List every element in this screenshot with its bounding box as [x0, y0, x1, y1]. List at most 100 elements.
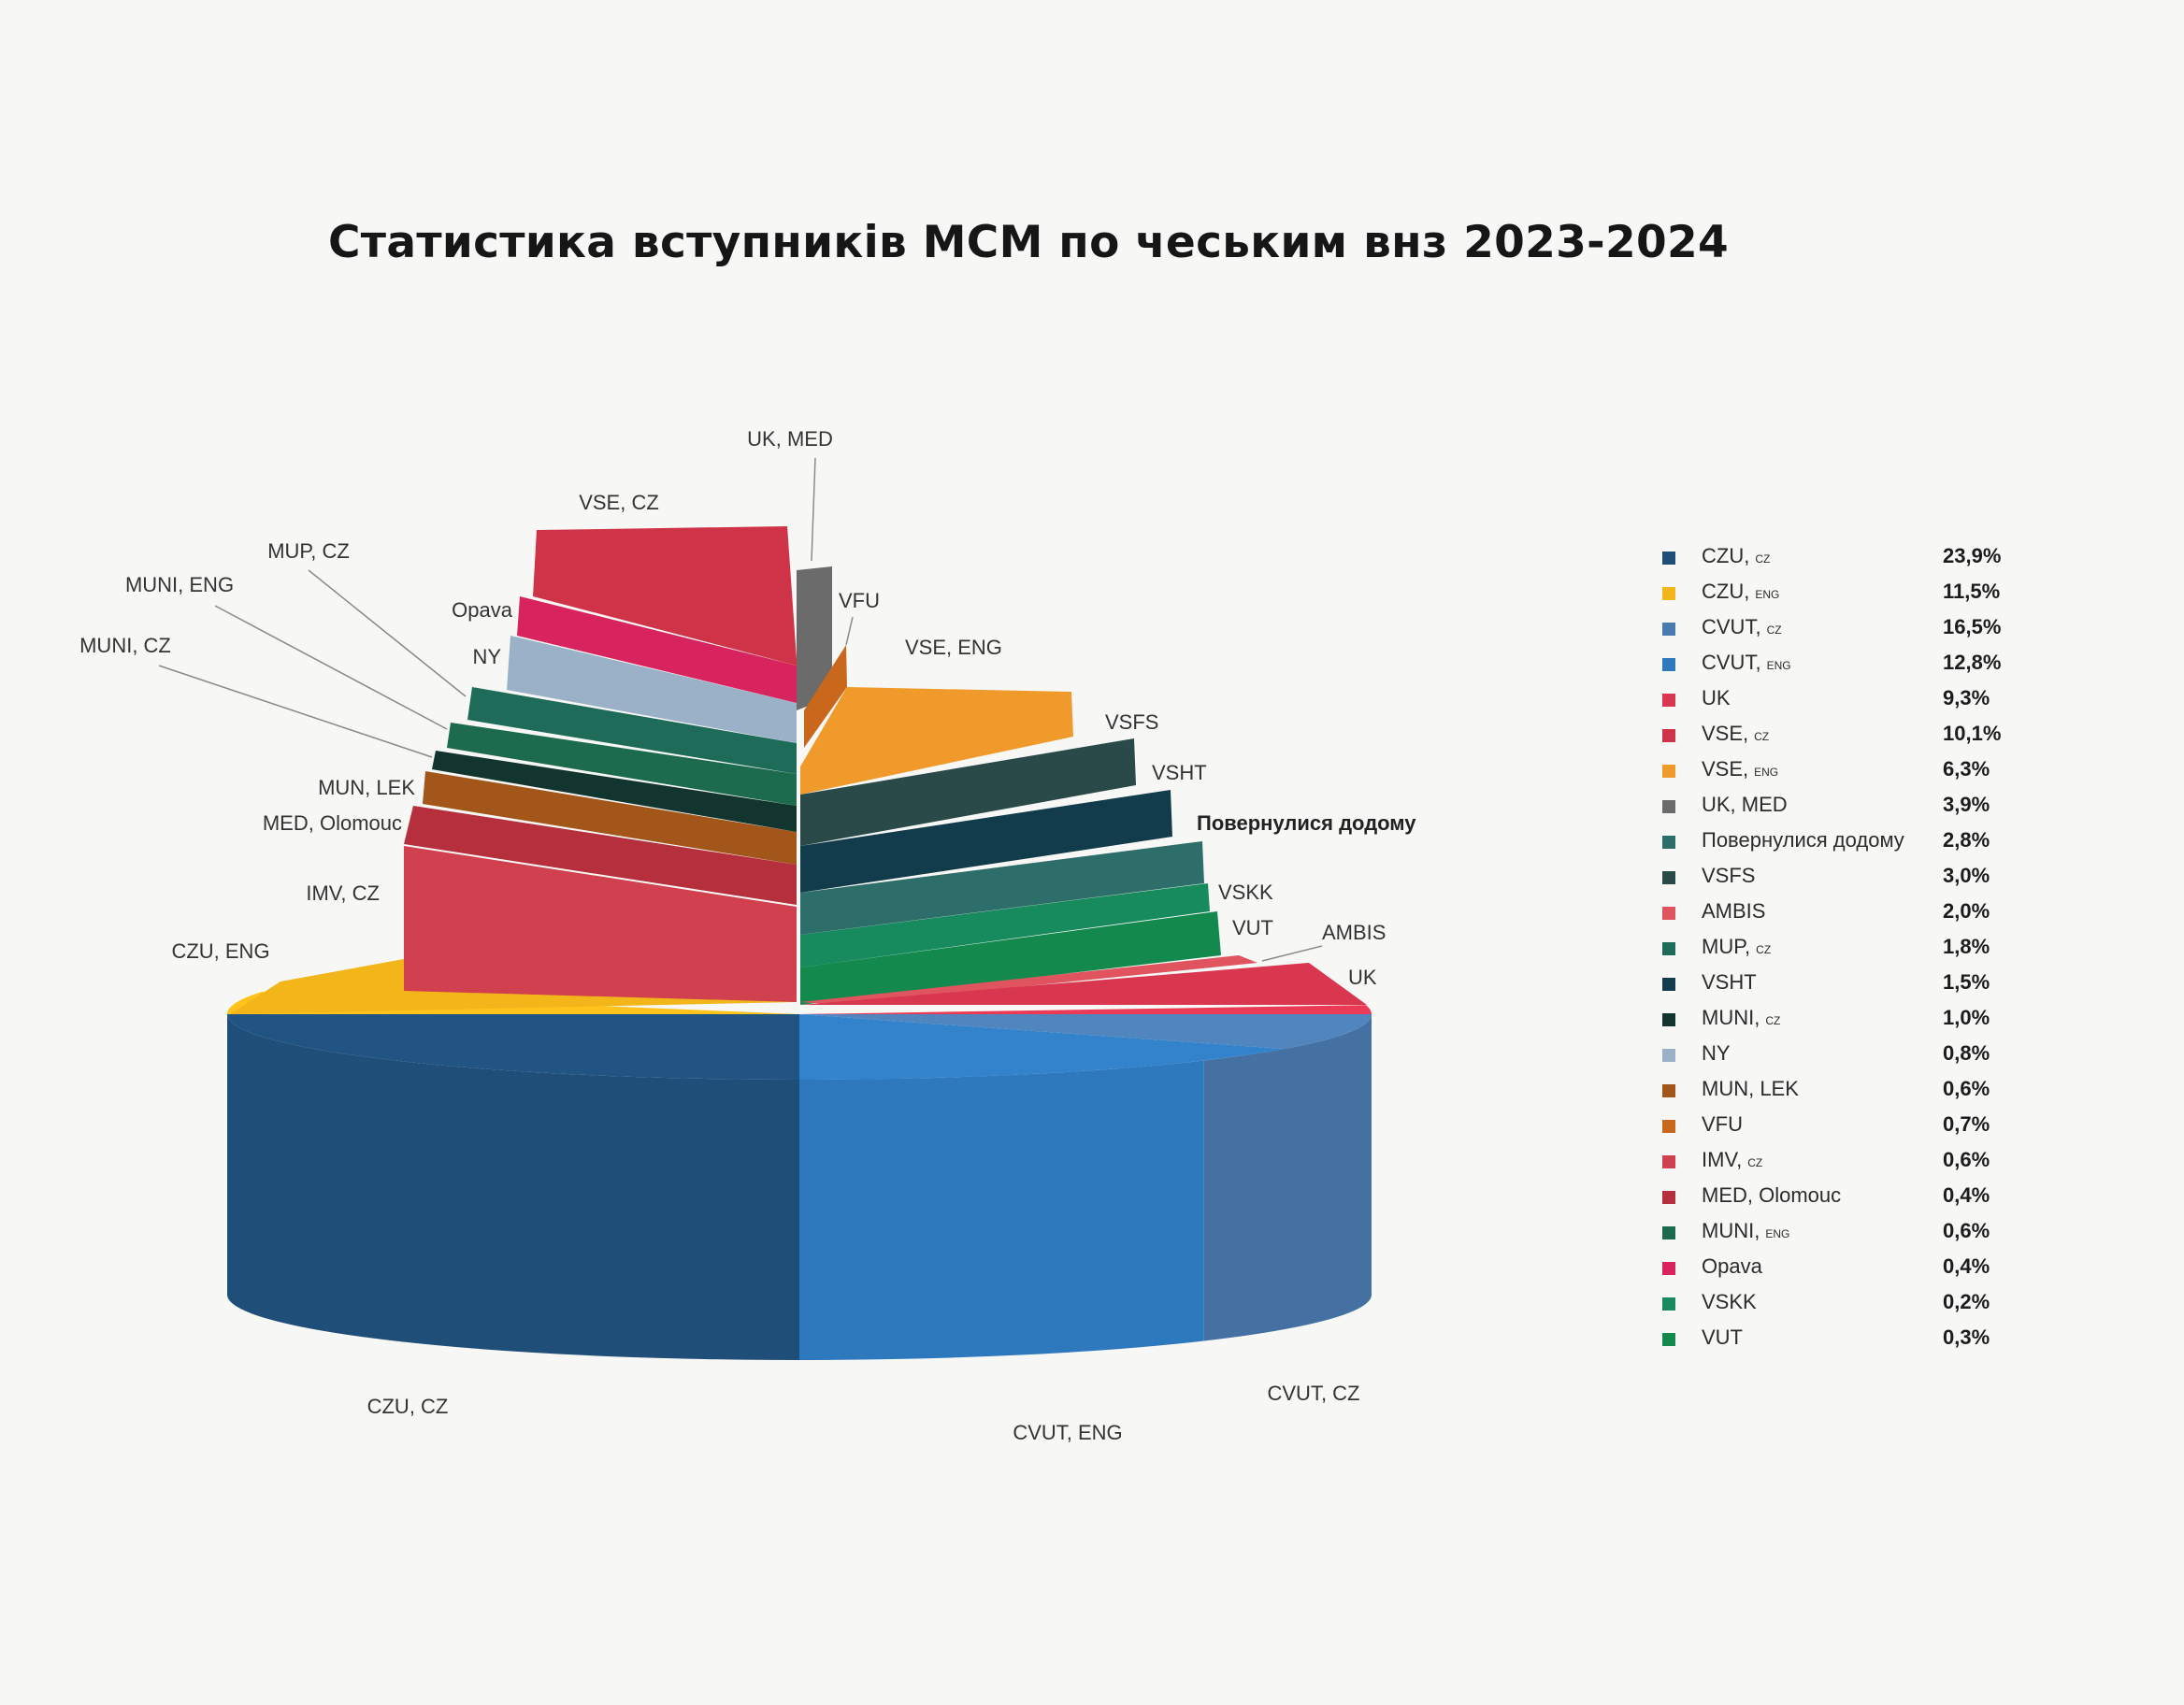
legend-value: 0,6%: [1943, 1077, 1990, 1100]
legend-label-main: CZU,: [1702, 580, 1750, 603]
legend-label: IMV, CZ: [1702, 1148, 1762, 1172]
slice-label-vskk: VSKK: [1218, 881, 1273, 904]
legend-label-suffix: ENG: [1754, 766, 1779, 779]
slice-ambis: [800, 955, 1257, 1005]
legend-swatch: [1662, 658, 1675, 671]
legend-swatch: [1662, 1226, 1675, 1239]
legend-label: MUN, LEK: [1702, 1077, 1799, 1101]
legend-label: MED, Olomouc: [1702, 1183, 1841, 1208]
slice-label-ny: NY: [472, 645, 501, 668]
legend-value: 6,3%: [1943, 757, 1990, 781]
legend-label: CVUT, ENG: [1702, 651, 1791, 675]
legend-value: 1,0%: [1943, 1006, 1990, 1029]
slice-uk: [799, 1005, 1372, 1014]
legend-swatch: [1662, 1333, 1675, 1346]
legend-label: UK, MED: [1702, 793, 1788, 817]
legend-value: 0,6%: [1943, 1219, 1990, 1242]
legend-swatch: [1662, 552, 1675, 565]
legend-value: 0,7%: [1943, 1112, 1990, 1136]
legend-value: 10,1%: [1943, 722, 2002, 745]
legend-value: 2,8%: [1943, 828, 1990, 852]
legend-item-cvut-eng: CVUT, ENG 12,8%: [1659, 649, 2051, 682]
legend-label-main: CZU,: [1702, 544, 1750, 567]
legend-value: 12,8%: [1943, 651, 2002, 674]
slice-wall-cvut-eng: [799, 1060, 1204, 1360]
slice-label-muni-cz: MUNI, CZ: [79, 634, 171, 657]
slice-label-uk-med: UK, MED: [747, 427, 833, 451]
legend-swatch: [1662, 729, 1675, 742]
legend-item-czu-cz: CZU, CZ 23,9%: [1659, 542, 2051, 576]
slice-czu-cz: [227, 1014, 799, 1080]
legend-value: 1,5%: [1943, 970, 1990, 994]
legend-label: AMBIS: [1702, 899, 1765, 924]
legend-label: VSFS: [1702, 864, 1755, 888]
slice-label-vut: VUT: [1232, 916, 1273, 939]
leader-line-muni-eng: [214, 605, 448, 730]
slice-med-olomouc: [404, 806, 797, 905]
legend-label: VFU: [1702, 1112, 1743, 1137]
legend-swatch: [1662, 1297, 1675, 1311]
slice-mun-lek: [423, 771, 797, 865]
slice-vfu: [804, 645, 847, 748]
legend-label-main: NY: [1702, 1041, 1731, 1065]
legend-label: NY: [1702, 1041, 1731, 1066]
legend-item-vskk: VSKK 0,2%: [1659, 1288, 2051, 1322]
slice-повернулися-додому: [800, 841, 1204, 935]
slice-label-czu-cz: CZU, CZ: [367, 1395, 449, 1418]
legend-item-uk: UK 9,3%: [1659, 684, 2051, 718]
legend-label-main: VSE,: [1702, 757, 1749, 781]
slice-label-повернулися-додому: Повернулися додому: [1197, 811, 1416, 835]
legend-item-muni-eng: MUNI, ENG 0,6%: [1659, 1217, 2051, 1251]
legend-item-ambis: AMBIS 2,0%: [1659, 897, 2051, 931]
legend-swatch: [1662, 694, 1675, 707]
legend-item-vsht: VSHT 1,5%: [1659, 968, 2051, 1002]
legend-label-main: VUT: [1702, 1325, 1743, 1349]
legend-swatch: [1662, 1084, 1675, 1097]
legend-value: 0,2%: [1943, 1290, 1990, 1313]
legend-swatch: [1662, 800, 1675, 813]
legend-label: MUP, CZ: [1702, 935, 1771, 959]
slice-label-vsht: VSHT: [1152, 761, 1207, 784]
legend-item-cvut-cz: CVUT, CZ 16,5%: [1659, 613, 2051, 647]
legend-item-mun-lek: MUN, LEK 0,6%: [1659, 1075, 2051, 1109]
legend-label-suffix: ENG: [1755, 588, 1780, 601]
legend-label-main: Повернулися додому: [1702, 828, 1904, 852]
legend-swatch: [1662, 978, 1675, 991]
legend-swatch: [1662, 1155, 1675, 1168]
legend-label: UK: [1702, 686, 1731, 710]
legend-swatch: [1662, 1049, 1675, 1062]
slice-label-cvut-eng: CVUT, ENG: [1013, 1421, 1122, 1444]
legend-item-opava: Opava 0,4%: [1659, 1253, 2051, 1286]
leader-line-uk-med: [811, 457, 816, 562]
legend-item-imv-cz: IMV, CZ 0,6%: [1659, 1146, 2051, 1180]
legend-label: VSE, CZ: [1702, 722, 1769, 746]
legend-label-main: VSHT: [1702, 970, 1757, 994]
legend-value: 23,9%: [1943, 544, 2002, 567]
slice-muni-cz: [432, 751, 797, 832]
legend-value: 3,0%: [1943, 864, 1990, 887]
legend-label: Повернулися додому: [1702, 828, 1904, 852]
slice-wall-cvut-cz: [1203, 1014, 1372, 1341]
slice-label-mup-cz: MUP, CZ: [267, 539, 350, 563]
legend-label: MUNI, CZ: [1702, 1006, 1780, 1030]
slice-vskk: [800, 883, 1210, 967]
legend-label-main: UK: [1702, 686, 1731, 709]
legend-label-suffix: CZ: [1747, 1156, 1763, 1169]
legend-label-main: VFU: [1702, 1112, 1743, 1136]
slice-label-czu-eng: CZU, ENG: [171, 939, 269, 963]
legend-label: VSKK: [1702, 1290, 1757, 1314]
legend-value: 0,3%: [1943, 1325, 1990, 1349]
legend-value: 3,9%: [1943, 793, 1990, 816]
slice-label-muni-eng: MUNI, ENG: [125, 573, 234, 596]
legend-label-main: CVUT,: [1702, 651, 1761, 674]
legend-label-suffix: CZ: [1766, 623, 1782, 637]
legend-swatch: [1662, 587, 1675, 600]
slice-label-mun-lek: MUN, LEK: [318, 776, 415, 799]
legend-swatch: [1662, 836, 1675, 849]
legend-value: 0,4%: [1943, 1254, 1990, 1278]
legend-value: 16,5%: [1943, 615, 2002, 638]
slice-cvut-eng: [799, 1014, 1286, 1080]
legend-swatch: [1662, 623, 1675, 636]
legend-item-vsfs: VSFS 3,0%: [1659, 862, 2051, 895]
